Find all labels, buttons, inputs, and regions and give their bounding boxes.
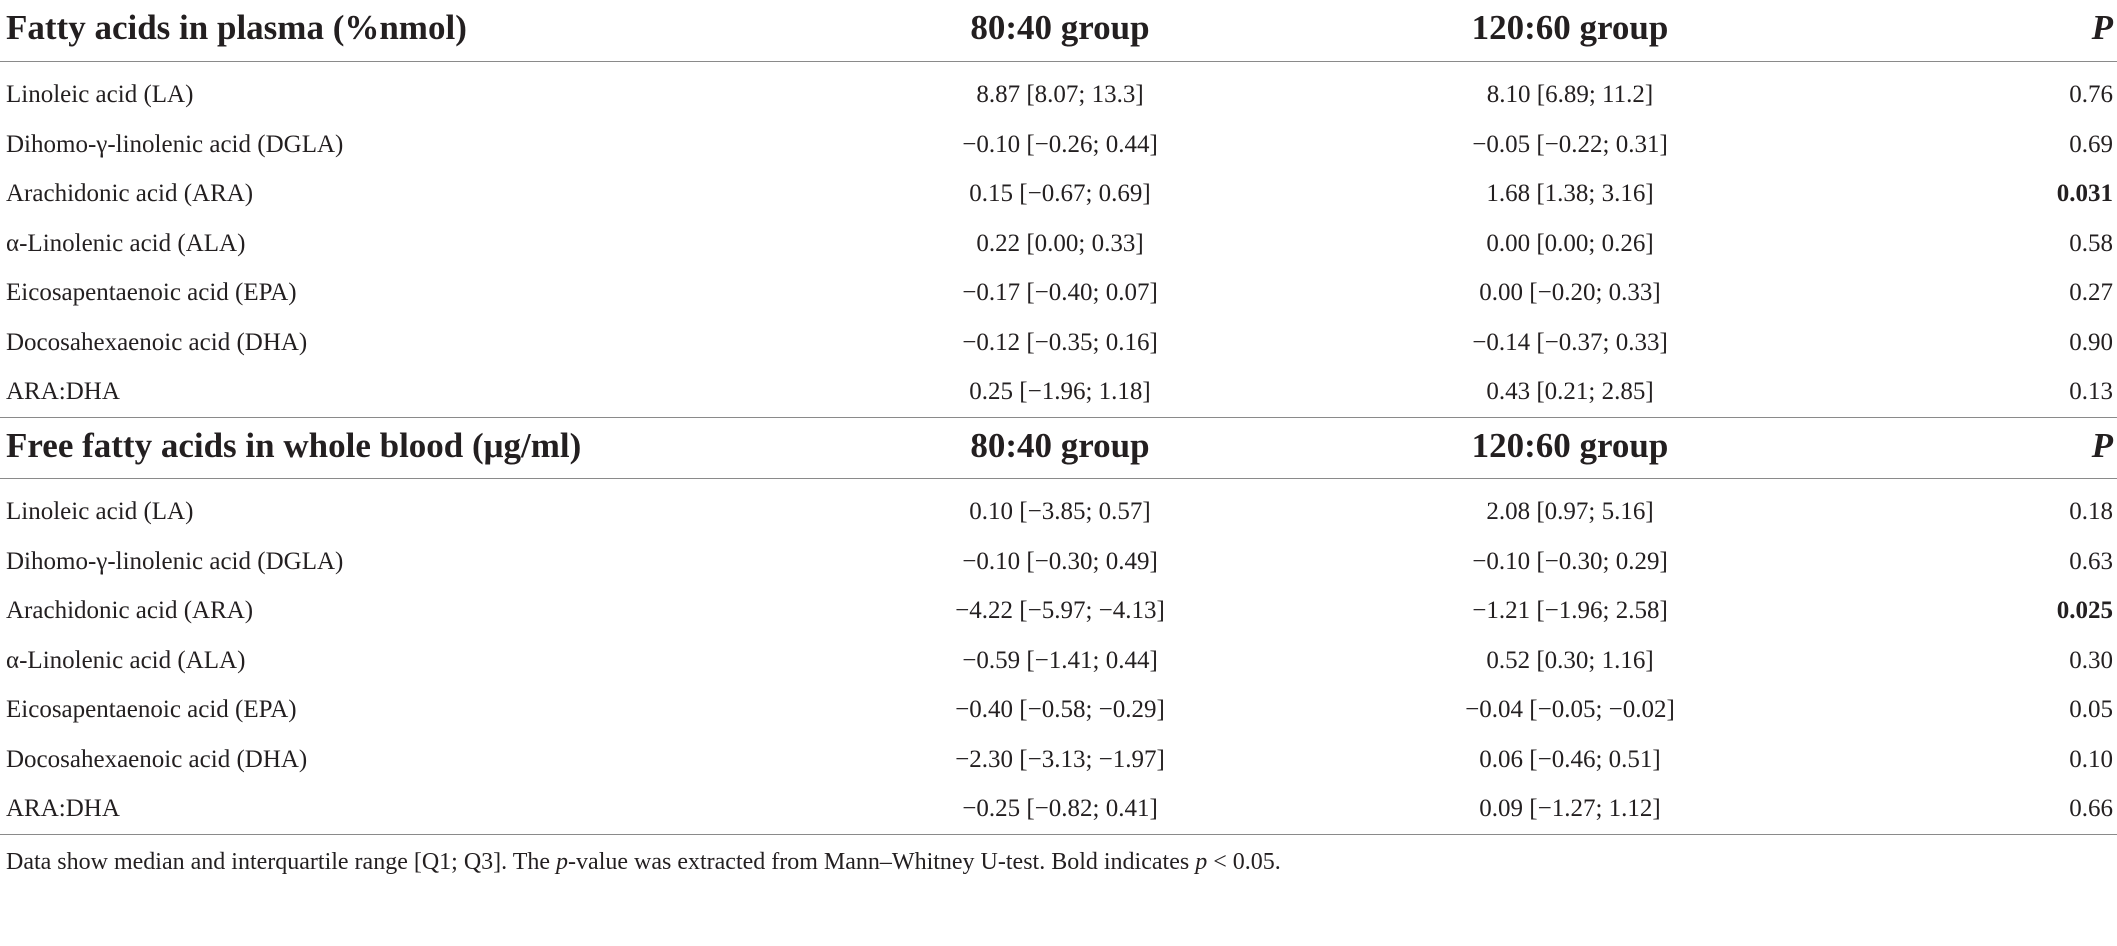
value-80-40-group: 0.22 [0.00; 0.33] — [976, 229, 1144, 257]
table-row: Docosahexaenoic acid (DHA) −2.30 [−3.13; … — [0, 735, 2117, 785]
table-footnote: Data show median and interquartile range… — [0, 835, 2117, 876]
value-120-60-group: −1.21 [−1.96; 2.58] — [1472, 597, 1668, 625]
fatty-acid-name: ARA:DHA — [0, 784, 820, 835]
row-spacer — [0, 478, 2117, 488]
p-value: 0.031 — [2056, 180, 2113, 208]
value-120-60-group: 2.08 [0.97; 5.16] — [1486, 498, 1654, 526]
section-title: Fatty acids in plasma (%nmol) — [0, 0, 820, 62]
spacer-cell — [0, 478, 2117, 488]
table-row: Dihomo-γ-linolenic acid (DGLA) −0.10 [−0.… — [0, 120, 2117, 170]
fatty-acid-name: Arachidonic acid (ARA) — [6, 180, 254, 208]
fatty-acid-name: Eicosapentaenoic acid (EPA) — [6, 696, 297, 724]
fatty-acid-name: Dihomo-γ-linolenic acid (DGLA) — [6, 130, 344, 158]
fatty-acid-name: Linoleic acid (LA) — [6, 498, 194, 526]
fatty-acid-name: Arachidonic acid (ARA) — [6, 597, 254, 625]
column-header-group-120-60: 120:60 group — [1300, 417, 1840, 479]
value-120-60-group: −0.05 [−0.22; 0.31] — [1472, 130, 1668, 158]
column-header-group-120-60: 120:60 group — [1300, 0, 1840, 62]
value-80-40-group: −4.22 [−5.97; −4.13] — [955, 597, 1165, 625]
fatty-acid-name: Docosahexaenoic acid (DHA) — [6, 328, 308, 356]
table-row: Dihomo-γ-linolenic acid (DGLA) −0.10 [−0.… — [0, 537, 2117, 587]
value-80-40-group: −0.10 [−0.26; 0.44] — [962, 130, 1158, 158]
value-120-60-group: 1.68 [1.38; 3.16] — [1486, 180, 1654, 208]
value-120-60-group: 8.10 [6.89; 11.2] — [1486, 81, 1654, 109]
footnote-p-symbol: p — [556, 848, 569, 875]
value-80-40-group: 8.87 [8.07; 13.3] — [976, 81, 1144, 109]
value-80-40-group: 0.25 [−1.96; 1.18] — [820, 367, 1300, 418]
value-80-40-group: −0.10 [−0.30; 0.49] — [962, 547, 1158, 575]
p-value: 0.30 — [2069, 646, 2113, 674]
table-row: ARA:DHA −0.25 [−0.82; 0.41] 0.09 [−1.27; 1… — [0, 784, 2117, 835]
value-120-60-group: −0.14 [−0.37; 0.33] — [1472, 328, 1668, 356]
value-80-40-group: −0.17 [−0.40; 0.07] — [962, 279, 1158, 307]
footnote-text: Data show median and interquartile range… — [6, 848, 557, 875]
value-80-40-group: −0.12 [−0.35; 0.16] — [962, 328, 1158, 356]
p-value: 0.13 — [1840, 367, 2117, 418]
value-120-60-group: −0.04 [−0.05; −0.02] — [1465, 696, 1675, 724]
column-header-group-80-40: 80:40 group — [820, 417, 1300, 479]
table-row: Docosahexaenoic acid (DHA) −0.12 [−0.35; … — [0, 318, 2117, 368]
column-header-p-value: P — [1840, 0, 2117, 62]
p-value: 0.025 — [2056, 597, 2113, 625]
section-header-row: Free fatty acids in whole blood (μg/ml) 8… — [0, 417, 2117, 479]
table-row: α-Linolenic acid (ALA) 0.22 [0.00; 0.33] 0… — [0, 219, 2117, 269]
value-80-40-group: −0.40 [−0.58; −0.29] — [955, 696, 1165, 724]
table-body: Fatty acids in plasma (%nmol) 80:40 group… — [0, 0, 2117, 835]
table-row: Arachidonic acid (ARA) −4.22 [−5.97; −4.1… — [0, 587, 2117, 637]
p-value: 0.90 — [2069, 328, 2113, 356]
section-header-row: Fatty acids in plasma (%nmol) 80:40 group… — [0, 0, 2117, 62]
footnote-text: -value was extracted from Mann–Whitney U… — [568, 848, 1196, 875]
column-header-group-80-40: 80:40 group — [820, 0, 1300, 62]
fatty-acid-name: Eicosapentaenoic acid (EPA) — [6, 279, 297, 307]
p-value: 0.69 — [2069, 130, 2113, 158]
value-80-40-group: −0.59 [−1.41; 0.44] — [962, 646, 1158, 674]
column-header-p-value: P — [1840, 417, 2117, 479]
p-value: 0.63 — [2069, 547, 2113, 575]
footnote-text: < 0.05. — [1207, 848, 1281, 875]
p-value: 0.76 — [2069, 81, 2113, 109]
table-row: Linoleic acid (LA) 8.87 [8.07; 13.3] 8.10 … — [0, 71, 2117, 121]
fatty-acid-name: Docosahexaenoic acid (DHA) — [6, 745, 308, 773]
table-row: ARA:DHA 0.25 [−1.96; 1.18] 0.43 [0.21; 2.8… — [0, 367, 2117, 418]
value-120-60-group: 0.52 [0.30; 1.16] — [1486, 646, 1654, 674]
value-80-40-group: 0.10 [−3.85; 0.57] — [969, 498, 1151, 526]
fatty-acids-table: Fatty acids in plasma (%nmol) 80:40 group… — [0, 0, 2117, 876]
p-value: 0.66 — [1840, 784, 2117, 835]
value-120-60-group: 0.06 [−0.46; 0.51] — [1479, 745, 1661, 773]
table-row: Linoleic acid (LA) 0.10 [−3.85; 0.57] 2.08… — [0, 488, 2117, 538]
table-row: Eicosapentaenoic acid (EPA) −0.17 [−0.40;… — [0, 269, 2117, 319]
value-120-60-group: 0.09 [−1.27; 1.12] — [1300, 784, 1840, 835]
table-row: Arachidonic acid (ARA) 0.15 [−0.67; 0.69]… — [0, 170, 2117, 220]
fatty-acid-name: Dihomo-γ-linolenic acid (DGLA) — [6, 547, 344, 575]
fatty-acid-name: Linoleic acid (LA) — [6, 81, 194, 109]
value-80-40-group: −0.25 [−0.82; 0.41] — [820, 784, 1300, 835]
section-title: Free fatty acids in whole blood (μg/ml) — [0, 417, 820, 479]
value-80-40-group: 0.15 [−0.67; 0.69] — [969, 180, 1151, 208]
results-table: Fatty acids in plasma (%nmol) 80:40 group… — [0, 0, 2117, 835]
fatty-acid-name: ARA:DHA — [0, 367, 820, 418]
p-value: 0.18 — [2069, 498, 2113, 526]
value-80-40-group: −2.30 [−3.13; −1.97] — [955, 745, 1165, 773]
fatty-acid-name: α-Linolenic acid (ALA) — [6, 646, 246, 674]
footnote-p-symbol: p — [1195, 848, 1208, 875]
p-value: 0.10 — [2069, 745, 2113, 773]
table-row: α-Linolenic acid (ALA) −0.59 [−1.41; 0.44… — [0, 636, 2117, 686]
p-value: 0.05 — [2069, 696, 2113, 724]
p-value: 0.58 — [2069, 229, 2113, 257]
value-120-60-group: 0.43 [0.21; 2.85] — [1300, 367, 1840, 418]
spacer-cell — [0, 61, 2117, 71]
row-spacer — [0, 61, 2117, 71]
fatty-acid-name: α-Linolenic acid (ALA) — [6, 229, 246, 257]
value-120-60-group: 0.00 [−0.20; 0.33] — [1479, 279, 1661, 307]
p-value: 0.27 — [2069, 279, 2113, 307]
value-120-60-group: −0.10 [−0.30; 0.29] — [1472, 547, 1668, 575]
table-row: Eicosapentaenoic acid (EPA) −0.40 [−0.58;… — [0, 686, 2117, 736]
value-120-60-group: 0.00 [0.00; 0.26] — [1486, 229, 1654, 257]
